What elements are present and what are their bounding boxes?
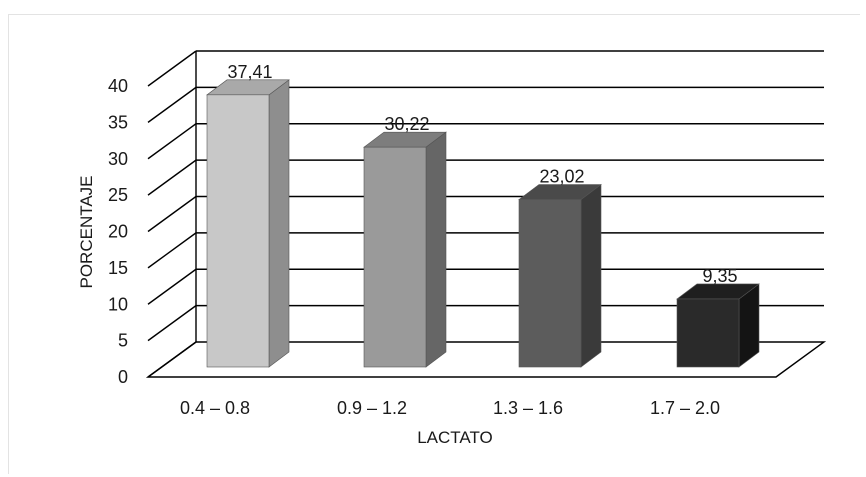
- data-label: 23,02: [539, 167, 584, 187]
- gridline-side: [147, 159, 197, 196]
- y-tick-label: 30: [108, 149, 128, 169]
- bar-side: [425, 131, 447, 368]
- bar-side: [580, 183, 602, 368]
- y-tick-label: 40: [108, 76, 128, 96]
- y-tick-label: 25: [108, 185, 128, 205]
- x-tick-label: 0.4 – 0.8: [180, 398, 250, 418]
- gridline-side: [147, 268, 197, 305]
- y-axis-ticks: 0 5 10 15 20 25 30 35 40: [108, 76, 128, 387]
- bar-front: [206, 94, 270, 368]
- bar-front: [518, 199, 582, 368]
- y-tick-label: 0: [118, 367, 128, 387]
- bar-front: [676, 298, 740, 368]
- y-tick-label: 35: [108, 112, 128, 132]
- chart-floor: [145, 341, 827, 378]
- x-axis-ticks: 0.4 – 0.8 0.9 – 1.2 1.3 – 1.6 1.7 – 2.0: [180, 398, 720, 418]
- bar: [363, 131, 447, 368]
- chart-frame: [8, 14, 860, 474]
- data-label: 37,41: [227, 62, 272, 82]
- bar: [676, 283, 760, 368]
- gridline-side: [147, 50, 197, 87]
- x-tick-label: 0.9 – 1.2: [337, 398, 407, 418]
- bar-side: [268, 79, 290, 368]
- bars: [206, 79, 760, 368]
- bar: [518, 183, 602, 368]
- y-axis-title: PORCENTAJE: [77, 175, 96, 288]
- gridline-side: [147, 123, 197, 160]
- data-label: 30,22: [384, 114, 429, 134]
- y-tick-label: 5: [118, 331, 128, 351]
- bar: [206, 79, 290, 368]
- data-label: 9,35: [702, 266, 737, 286]
- y-tick-label: 20: [108, 222, 128, 242]
- x-tick-label: 1.7 – 2.0: [650, 398, 720, 418]
- gridline-side: [147, 232, 197, 269]
- data-labels: 37,41 30,22 23,02 9,35: [227, 62, 737, 286]
- gridline-side: [147, 305, 197, 342]
- y-tick-label: 15: [108, 258, 128, 278]
- y-tick-label: 10: [108, 294, 128, 314]
- x-axis-title: LACTATO: [417, 428, 493, 447]
- gridline-side: [147, 195, 197, 233]
- bar-front: [363, 146, 427, 368]
- gridline-side: [147, 86, 197, 123]
- x-tick-label: 1.3 – 1.6: [493, 398, 563, 418]
